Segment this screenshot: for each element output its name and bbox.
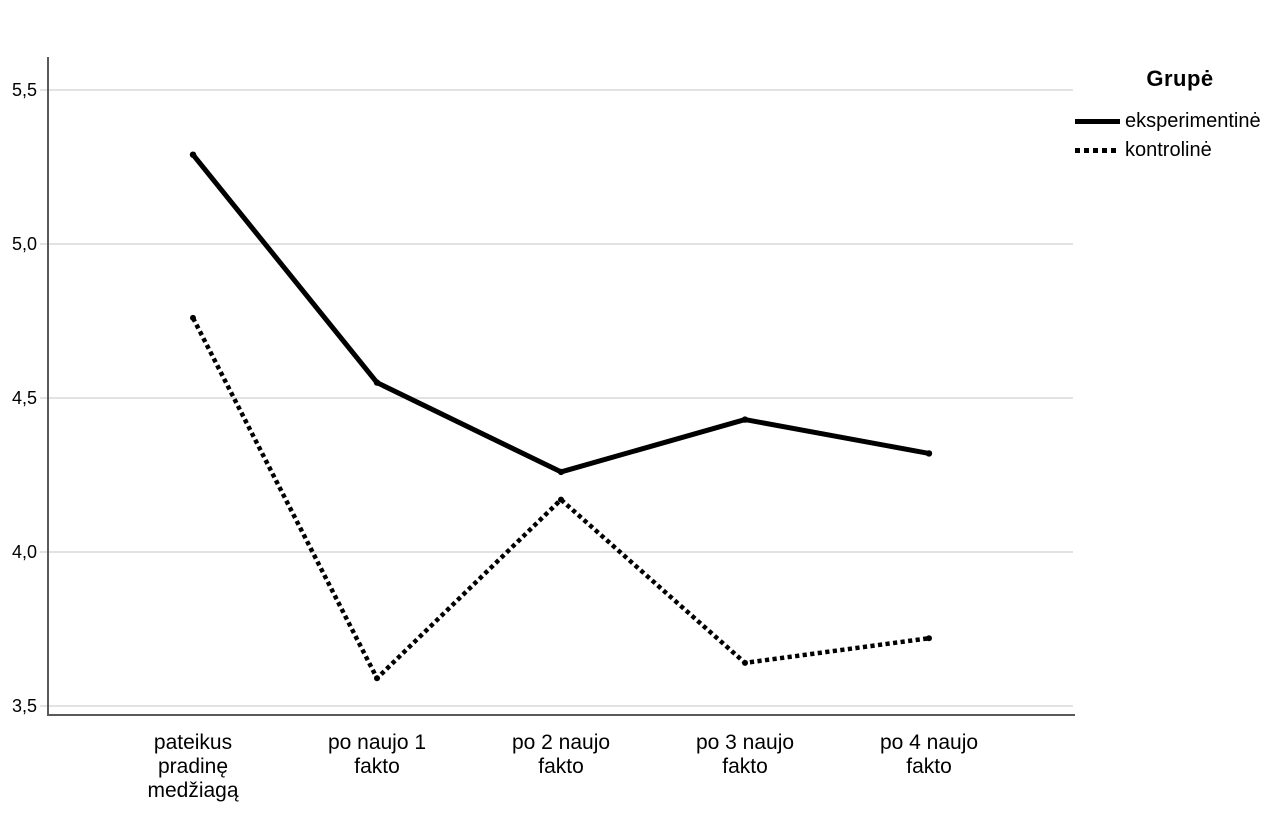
- series-line-solid: [191, 153, 930, 475]
- data-point-marker: [926, 635, 932, 642]
- dotted-line-swatch-icon: [1075, 148, 1120, 153]
- data-point-marker: [374, 675, 380, 682]
- legend-entry-eksperimentine: eksperimentinė: [1072, 107, 1288, 136]
- data-point-marker: [925, 450, 933, 457]
- data-point-marker: [742, 659, 748, 666]
- y-tick-label: 3,5: [12, 696, 37, 716]
- x-category-label: po 2 naujo fakto: [512, 731, 610, 778]
- x-category-label: po naujo 1 fakto: [328, 731, 426, 778]
- legend: Grupė eksperimentinė kontrolinė: [1072, 66, 1288, 165]
- x-category-label: po 4 naujo fakto: [880, 731, 978, 778]
- data-point-marker: [741, 416, 749, 423]
- data-point-marker: [558, 496, 564, 503]
- legend-title: Grupė: [1146, 66, 1214, 91]
- series-line-dotted: [190, 316, 930, 681]
- solid-line-swatch-icon: [1075, 119, 1120, 124]
- x-category-label: po 3 naujo fakto: [696, 731, 794, 778]
- data-point-marker: [189, 151, 197, 158]
- y-tick-label: 5,5: [12, 80, 37, 100]
- y-tick-label: 4,0: [12, 542, 37, 562]
- legend-entry-label: kontrolinė: [1125, 139, 1212, 161]
- y-tick-label: 4,5: [12, 388, 37, 408]
- data-point-marker: [373, 379, 381, 386]
- legend-entry-label: eksperimentinė: [1125, 110, 1261, 132]
- x-category-label: pateikus pradinę medžiagą: [147, 731, 238, 802]
- data-point-marker: [557, 468, 565, 476]
- y-tick-label: 5,0: [12, 234, 37, 254]
- data-point-marker: [190, 314, 196, 321]
- legend-entry-kontroline: kontrolinė: [1072, 136, 1288, 165]
